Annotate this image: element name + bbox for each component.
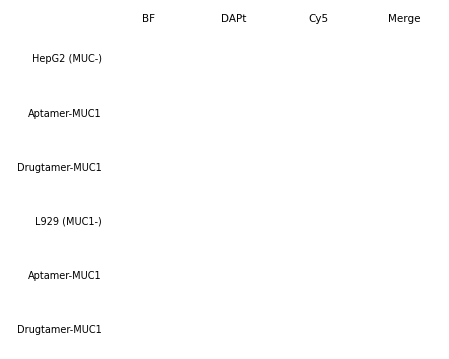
Text: Drugtamer-MUC1: Drugtamer-MUC1 bbox=[17, 325, 102, 335]
Text: Aptamer-MUC1: Aptamer-MUC1 bbox=[28, 271, 102, 281]
Text: Drugtamer-MUC1: Drugtamer-MUC1 bbox=[17, 163, 102, 173]
Text: Aptamer-MUC1: Aptamer-MUC1 bbox=[28, 108, 102, 118]
Text: HepG2 (MUC-): HepG2 (MUC-) bbox=[32, 54, 102, 64]
Text: Merge: Merge bbox=[388, 14, 420, 24]
Text: Cy5: Cy5 bbox=[309, 14, 329, 24]
Text: BF: BF bbox=[142, 14, 154, 24]
Text: L929 (MUC1-): L929 (MUC1-) bbox=[35, 217, 102, 227]
Text: DAPt: DAPt bbox=[221, 14, 246, 24]
